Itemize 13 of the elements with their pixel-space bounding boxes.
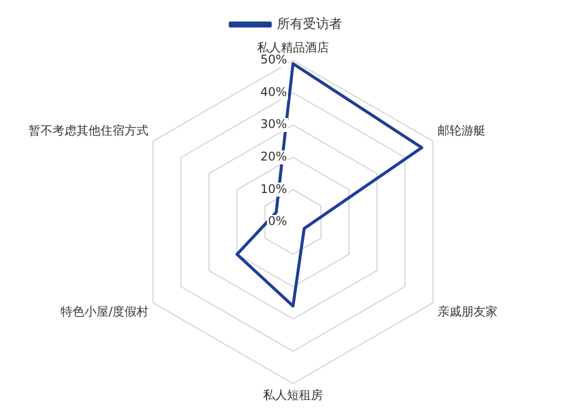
spoke-label: 私人精品酒店 [257,40,329,54]
spoke-label: 暂不考虑其他住宿方式 [28,124,149,138]
spoke-label: 邮轮游艇 [437,124,486,138]
y-tick-label: 20% [260,149,287,164]
y-tick-label: 30% [260,117,287,132]
spoke-label: 私人短租房 [263,388,323,402]
y-tick-label: 50% [260,52,287,67]
legend-label: 所有受访者 [276,16,342,32]
spoke-label: 特色小屋/度假村 [60,304,149,319]
spoke-label: 亲戚朋友家 [437,304,498,319]
y-tick-label: 40% [260,84,287,99]
y-tick-label: 10% [260,182,287,196]
y-tick-label: 0% [268,214,287,228]
